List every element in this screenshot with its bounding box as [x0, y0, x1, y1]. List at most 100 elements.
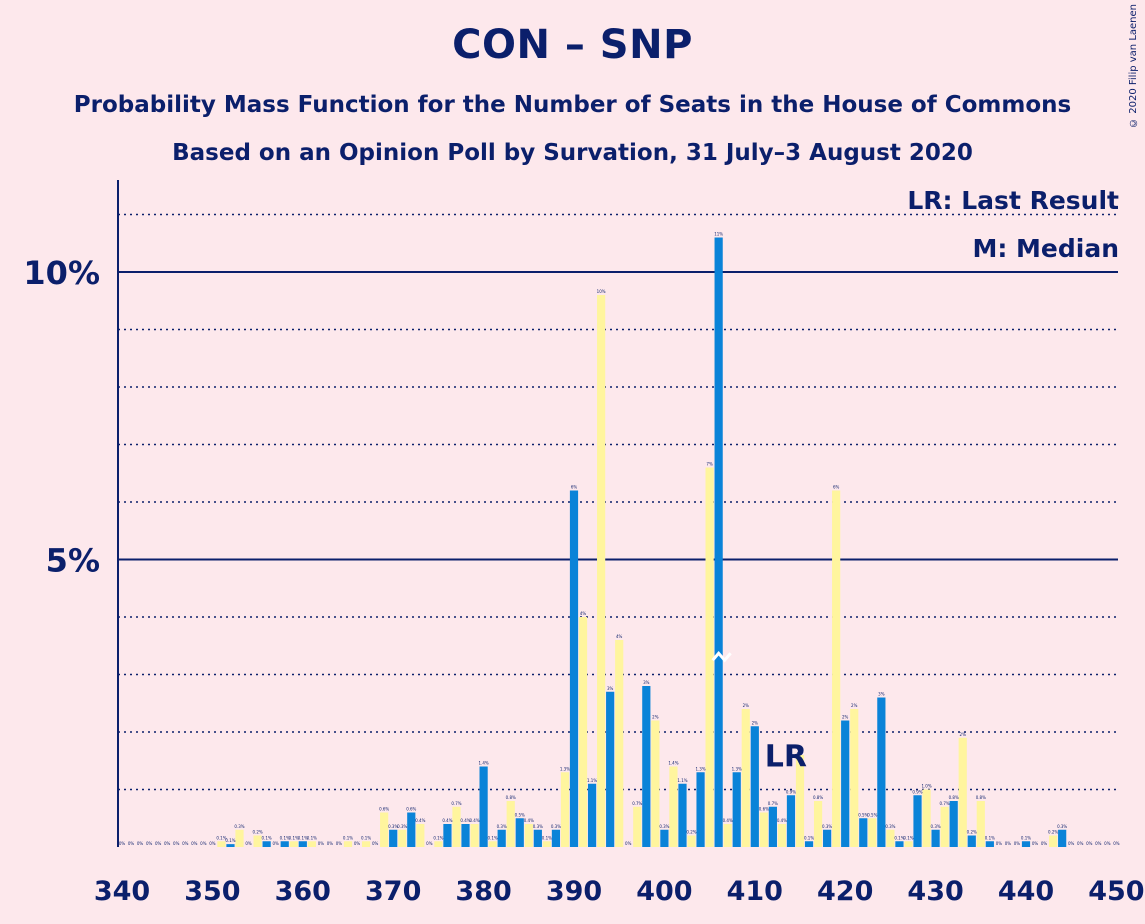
data-label: 0.3% [822, 824, 832, 829]
data-label: 0% [273, 841, 280, 846]
data-label: 3% [878, 692, 885, 697]
data-label: 0% [327, 841, 334, 846]
bar [407, 812, 416, 847]
bar [434, 841, 443, 847]
data-label: 0.3% [931, 824, 941, 829]
data-label: 0% [1014, 841, 1021, 846]
bar [515, 818, 524, 847]
data-label: 0% [1005, 841, 1012, 846]
x-tick-label: 410 [727, 876, 783, 907]
bar [488, 841, 497, 847]
data-label: 0.4% [460, 818, 470, 823]
bar [669, 766, 678, 847]
chart-title: CON – SNP [452, 22, 693, 68]
data-label: 0.9% [786, 789, 796, 794]
bar [560, 772, 570, 847]
bar [633, 806, 642, 847]
bar [217, 841, 226, 847]
bar [461, 824, 470, 847]
bar [841, 720, 850, 847]
bar [895, 841, 904, 847]
data-label: 0.7% [940, 801, 950, 806]
bar [768, 806, 777, 847]
bar [361, 841, 371, 847]
bar [750, 726, 759, 847]
x-tick-label: 380 [455, 876, 511, 907]
bar [967, 835, 976, 847]
bar [714, 237, 723, 847]
data-label: 0.5% [867, 812, 877, 817]
data-label: 0.8% [813, 795, 823, 800]
data-label: 0.4% [442, 818, 452, 823]
annotations: LR [711, 650, 807, 775]
data-label: 0.3% [234, 824, 244, 829]
data-label: 1.3% [732, 766, 742, 771]
bar [985, 841, 994, 847]
bar [705, 467, 714, 847]
data-label: 0.1% [985, 835, 995, 840]
bar [795, 755, 805, 847]
bar [904, 841, 913, 847]
chart-subtitle: Probability Mass Function for the Number… [73, 92, 1072, 118]
data-label: 7% [706, 462, 713, 467]
bar [452, 806, 461, 847]
data-label: 0.1% [298, 835, 308, 840]
bar [1049, 835, 1058, 847]
y-tick-label: 10% [23, 254, 100, 292]
bar [696, 772, 705, 847]
bar [832, 490, 841, 847]
data-label: 0% [372, 841, 379, 846]
data-label: 0.3% [388, 824, 398, 829]
data-label: 0.1% [361, 835, 371, 840]
data-label: 0.1% [488, 835, 498, 840]
bar [597, 295, 606, 847]
x-tick-label: 400 [636, 876, 692, 907]
bar [732, 772, 741, 847]
data-label: 0.7% [768, 801, 778, 806]
bar [235, 829, 244, 847]
data-label: 2% [797, 749, 804, 754]
data-label: 0.9% [912, 789, 922, 794]
bar [524, 824, 533, 847]
data-label: 0% [155, 841, 162, 846]
data-label: 0.8% [506, 795, 516, 800]
data-label: 0.1% [542, 835, 552, 840]
data-label: 0.6% [406, 807, 416, 812]
x-tick-label: 390 [546, 876, 602, 907]
data-label: 2% [851, 703, 858, 708]
data-label: 1.1% [677, 778, 687, 783]
data-label: 0.5% [515, 812, 525, 817]
bar [687, 835, 696, 847]
bar [813, 801, 823, 847]
data-label: 0.5% [858, 812, 868, 817]
data-label: 1.0% [921, 784, 931, 789]
data-label: 0% [137, 841, 144, 846]
data-label: 0% [119, 841, 126, 846]
bar [569, 490, 579, 847]
data-label: 2% [652, 715, 659, 720]
data-label: 0.8% [949, 795, 959, 800]
bar [280, 841, 289, 847]
x-tick-label: 370 [365, 876, 421, 907]
data-label: 0.1% [894, 835, 904, 840]
bar [886, 829, 895, 847]
data-label: 0.3% [885, 824, 895, 829]
legend-median: M: Median [972, 234, 1119, 263]
data-label: 1.1% [587, 778, 597, 783]
last-result-label: LR [765, 740, 807, 775]
data-label: 0.3% [397, 824, 407, 829]
bar [759, 812, 768, 847]
data-label: 0% [1104, 841, 1111, 846]
bar [551, 829, 561, 847]
data-label: 6% [833, 485, 840, 490]
bar [262, 841, 271, 847]
data-label: 0.3% [551, 824, 561, 829]
x-tick-label: 360 [275, 876, 331, 907]
data-label: 0.2% [967, 830, 977, 835]
bar [343, 841, 353, 847]
bar [741, 709, 750, 847]
bar [976, 801, 985, 847]
legend-last-result: LR: Last Result [907, 186, 1119, 215]
data-label: 1.3% [560, 766, 570, 771]
data-label: 0% [318, 841, 325, 846]
